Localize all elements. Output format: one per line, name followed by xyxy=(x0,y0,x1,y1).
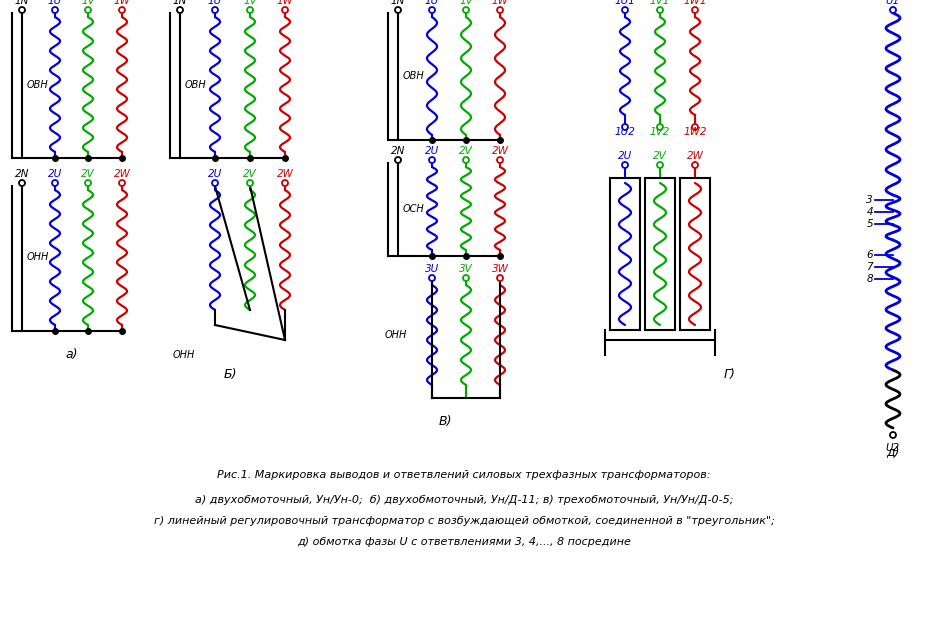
Circle shape xyxy=(656,7,662,13)
Text: 1W: 1W xyxy=(491,0,508,6)
Circle shape xyxy=(497,7,502,13)
Text: В): В) xyxy=(438,415,451,428)
Circle shape xyxy=(497,157,502,163)
Text: 4: 4 xyxy=(866,207,872,217)
Text: 2N: 2N xyxy=(390,146,405,156)
Text: ОВН: ОВН xyxy=(402,71,425,81)
Circle shape xyxy=(247,7,253,13)
Text: 2W: 2W xyxy=(686,151,703,161)
Circle shape xyxy=(19,180,25,186)
Text: 2U: 2U xyxy=(425,146,438,156)
Text: 1V: 1V xyxy=(459,0,473,6)
Circle shape xyxy=(52,180,57,186)
Text: 1W: 1W xyxy=(276,0,293,6)
Text: 2V: 2V xyxy=(243,169,257,179)
Text: 1U2: 1U2 xyxy=(614,127,635,137)
Text: 5: 5 xyxy=(866,219,872,229)
Text: 1U: 1U xyxy=(48,0,62,6)
Text: 3W: 3W xyxy=(491,264,508,274)
Text: Г): Г) xyxy=(723,368,735,381)
Text: 1V: 1V xyxy=(243,0,257,6)
Text: 1N: 1N xyxy=(15,0,29,6)
Text: ОСН: ОСН xyxy=(402,203,425,213)
Circle shape xyxy=(621,124,628,130)
Text: 1V2: 1V2 xyxy=(649,127,669,137)
Circle shape xyxy=(428,275,435,281)
Text: U2: U2 xyxy=(885,443,899,453)
Circle shape xyxy=(692,124,697,130)
Text: 2W: 2W xyxy=(491,146,508,156)
Circle shape xyxy=(247,180,253,186)
Text: 3V: 3V xyxy=(459,264,473,274)
Text: 1W: 1W xyxy=(113,0,131,6)
Circle shape xyxy=(497,275,502,281)
Text: 2V: 2V xyxy=(459,146,473,156)
Text: 2U: 2U xyxy=(617,151,631,161)
Circle shape xyxy=(621,7,628,13)
Circle shape xyxy=(428,7,435,13)
Circle shape xyxy=(119,7,125,13)
Circle shape xyxy=(692,7,697,13)
Text: а) двухобмоточный, Ун/Ун-0;  б) двухобмоточный, Ун/Д-11; в) трехобмоточный, Ун/У: а) двухобмоточный, Ун/Ун-0; б) двухобмот… xyxy=(195,495,732,505)
Text: ОВН: ОВН xyxy=(184,79,207,89)
Text: 2V: 2V xyxy=(81,169,95,179)
Text: 1U: 1U xyxy=(425,0,438,6)
Circle shape xyxy=(19,7,25,13)
Text: ОНН: ОНН xyxy=(27,253,49,263)
Text: 2W: 2W xyxy=(113,169,131,179)
Text: 1N: 1N xyxy=(172,0,187,6)
Text: U1: U1 xyxy=(885,0,899,6)
Circle shape xyxy=(282,180,287,186)
Text: ОВН: ОВН xyxy=(27,79,49,89)
Circle shape xyxy=(889,432,895,438)
Circle shape xyxy=(395,7,400,13)
Text: Рис.1. Маркировка выводов и ответвлений силовых трехфазных трансформаторов:: Рис.1. Маркировка выводов и ответвлений … xyxy=(217,470,710,480)
Text: 1N: 1N xyxy=(390,0,405,6)
Circle shape xyxy=(656,124,662,130)
Text: ОНН: ОНН xyxy=(385,330,407,340)
Text: 1U1: 1U1 xyxy=(614,0,635,6)
Text: г) линейный регулировочный трансформатор с возбуждающей обмоткой, соединенной в : г) линейный регулировочный трансформатор… xyxy=(153,516,774,526)
Text: а): а) xyxy=(66,348,78,361)
Text: 1W1: 1W1 xyxy=(682,0,706,6)
Text: 6: 6 xyxy=(866,250,872,260)
Circle shape xyxy=(119,180,125,186)
Circle shape xyxy=(211,180,218,186)
Text: 2U: 2U xyxy=(208,169,222,179)
Text: 2W: 2W xyxy=(276,169,293,179)
Circle shape xyxy=(85,7,91,13)
Text: 8: 8 xyxy=(866,274,872,284)
Circle shape xyxy=(52,7,57,13)
Text: 3U: 3U xyxy=(425,264,438,274)
Circle shape xyxy=(395,157,400,163)
Circle shape xyxy=(463,7,468,13)
Text: Б): Б) xyxy=(223,368,236,381)
Text: 2U: 2U xyxy=(48,169,62,179)
Text: д): д) xyxy=(885,445,899,458)
Text: 2N: 2N xyxy=(15,169,29,179)
Circle shape xyxy=(211,7,218,13)
Circle shape xyxy=(282,7,287,13)
Text: 1U: 1U xyxy=(208,0,222,6)
Text: 2V: 2V xyxy=(653,151,667,161)
Circle shape xyxy=(889,7,895,13)
Text: ОНН: ОНН xyxy=(172,350,196,360)
Circle shape xyxy=(463,275,468,281)
Circle shape xyxy=(463,157,468,163)
Circle shape xyxy=(692,162,697,168)
Circle shape xyxy=(85,180,91,186)
Circle shape xyxy=(656,162,662,168)
Text: 3: 3 xyxy=(866,195,872,205)
Circle shape xyxy=(621,162,628,168)
Text: 7: 7 xyxy=(866,262,872,272)
Text: 1W2: 1W2 xyxy=(682,127,706,137)
Text: 1V1: 1V1 xyxy=(649,0,669,6)
Circle shape xyxy=(177,7,183,13)
Text: д) обмотка фазы U с ответвлениями 3, 4,..., 8 посредине: д) обмотка фазы U с ответвлениями 3, 4,.… xyxy=(297,537,630,547)
Circle shape xyxy=(428,157,435,163)
Text: 1V: 1V xyxy=(81,0,95,6)
